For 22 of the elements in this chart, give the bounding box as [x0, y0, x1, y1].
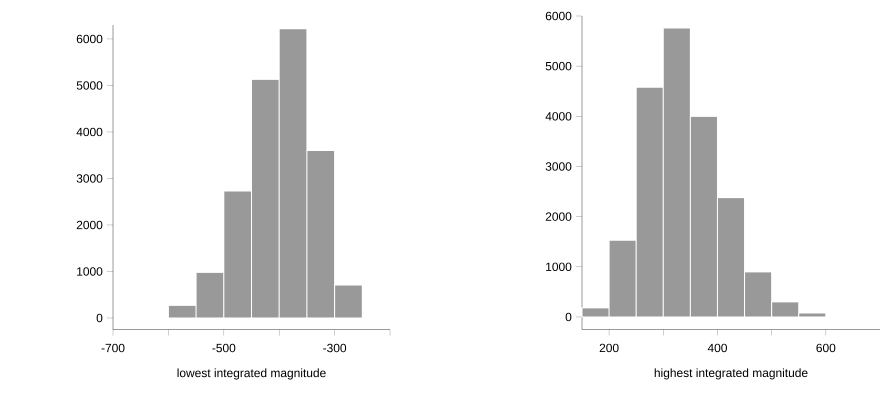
x-axis-title: lowest integrated magnitude: [178, 368, 326, 380]
x-tick-label: -500: [212, 344, 236, 352]
x-axis-title: highest integrated magnitude: [654, 368, 808, 380]
x-tick-label: -700: [102, 344, 125, 352]
y-tick-label: 6000: [546, 12, 572, 20]
y-tick-label: 1000: [546, 262, 572, 272]
x-tick-label: 600: [816, 344, 836, 352]
y-tick-label: 6000: [76, 34, 102, 44]
y-tick-label: 0: [566, 312, 572, 322]
y-tick-label: 2000: [546, 212, 572, 221]
y-tick-label: 4000: [546, 112, 572, 121]
y-tick-label: 0: [96, 314, 102, 322]
y-tick-label: 5000: [546, 62, 572, 70]
y-tick-label: 5000: [76, 81, 102, 90]
y-tick-label: 3000: [76, 174, 102, 183]
x-tick-label: 400: [708, 344, 727, 352]
y-tick-label: 4000: [76, 128, 102, 136]
y-tick-label: 1000: [77, 267, 102, 276]
y-tick-label: 3000: [546, 162, 572, 171]
x-tick-label: -300: [323, 344, 346, 352]
y-tick-label: 2000: [76, 220, 102, 230]
x-tick-label: 200: [600, 344, 619, 352]
